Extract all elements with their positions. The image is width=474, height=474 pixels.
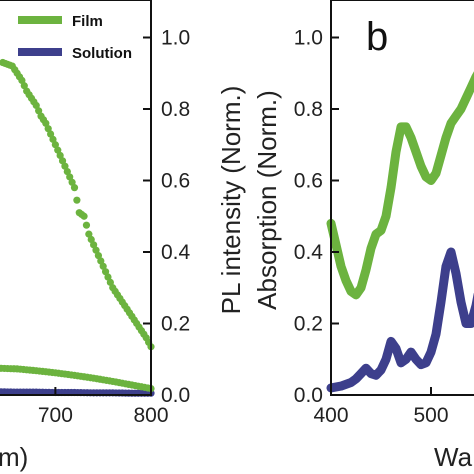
panel-a-x-ticks: 700 800 (38, 387, 169, 427)
data-point (104, 273, 112, 281)
panel-b-series-layer (326, 71, 474, 393)
panel-a-series-layer (0, 58, 155, 397)
x-tick-label: 800 (133, 404, 168, 427)
data-point (80, 212, 88, 220)
x-tick-label: 500 (413, 404, 448, 427)
data-point (87, 235, 95, 244)
panel-b-label: b (366, 15, 388, 59)
y-tick-label: 0.4 (294, 241, 324, 264)
x-tick-label: 400 (313, 404, 348, 427)
panel-a-plot-frame (0, 0, 152, 396)
panel-b-plot-frame (330, 0, 474, 396)
data-point (61, 162, 69, 170)
y-tick-label: 0.0 (294, 384, 323, 407)
panel-b-y-axis-title: Absorption (Norm.) (252, 90, 282, 310)
data-point (20, 82, 28, 90)
panel-a-series-film (0, 58, 155, 351)
data-point (94, 251, 103, 260)
legend-film-label: Film (72, 13, 103, 30)
y-tick-label: 0.6 (294, 170, 323, 193)
y-tick-label: 0.0 (161, 384, 190, 407)
data-point (99, 262, 107, 270)
data-point (106, 278, 114, 286)
panel-b-x-axis-title: Wa (434, 442, 473, 472)
data-point (90, 241, 98, 249)
data-point (18, 76, 26, 84)
data-point (92, 246, 100, 254)
y-tick-label: 0.6 (161, 170, 190, 193)
data-point (66, 173, 74, 181)
data-point (68, 178, 76, 186)
panel-a-x-axis-title: m) (0, 442, 28, 472)
panel-a: 700 800 0.0 0.2 0.4 0.6 0.8 1.0 m) PL intensit… (0, 0, 246, 472)
panel-b-label-background (355, 8, 405, 58)
panel-a-y-axis-title: PL intensity (Norm.) (216, 86, 246, 315)
y-tick-label: 1.0 (161, 27, 190, 50)
data-point (51, 141, 59, 149)
data-point (101, 268, 110, 276)
x-tick-label: 700 (38, 404, 73, 427)
panel-b-y-ticks: 0.0 0.2 0.4 0.6 0.8 1.0 (294, 27, 339, 407)
panel-a-series-film-tail (0, 364, 155, 393)
panel-b: 400 500 0.0 0.2 0.4 0.6 0.8 1.0 Wa Absorption … (252, 0, 474, 472)
data-point (44, 125, 52, 133)
data-point (73, 196, 81, 204)
y-tick-label: 0.2 (161, 313, 190, 336)
data-point (46, 130, 55, 138)
legend-solution-label: Solution (72, 45, 132, 62)
y-tick-label: 0.4 (161, 241, 191, 264)
data-point (82, 221, 91, 229)
data-point (42, 119, 50, 127)
data-point (56, 151, 64, 160)
y-tick-label: 1.0 (294, 27, 323, 50)
y-tick-label: 0.8 (294, 98, 323, 121)
legend: Film Solution (18, 13, 132, 62)
data-point (58, 157, 67, 165)
y-tick-label: 0.8 (161, 98, 190, 121)
data-point (63, 167, 71, 176)
panel-b-x-ticks: 400 500 (313, 387, 449, 427)
data-point (70, 184, 79, 192)
data-point (97, 257, 105, 265)
series-line-solution (326, 247, 474, 393)
data-point (49, 135, 57, 143)
series-line-film (326, 71, 474, 300)
panel-a-y-ticks: 0.0 0.2 0.4 0.6 0.8 1.0 (143, 27, 191, 407)
data-point (54, 146, 62, 154)
data-point (35, 107, 43, 115)
data-point (32, 101, 40, 110)
y-tick-label: 0.2 (294, 313, 323, 336)
data-point (85, 230, 93, 238)
